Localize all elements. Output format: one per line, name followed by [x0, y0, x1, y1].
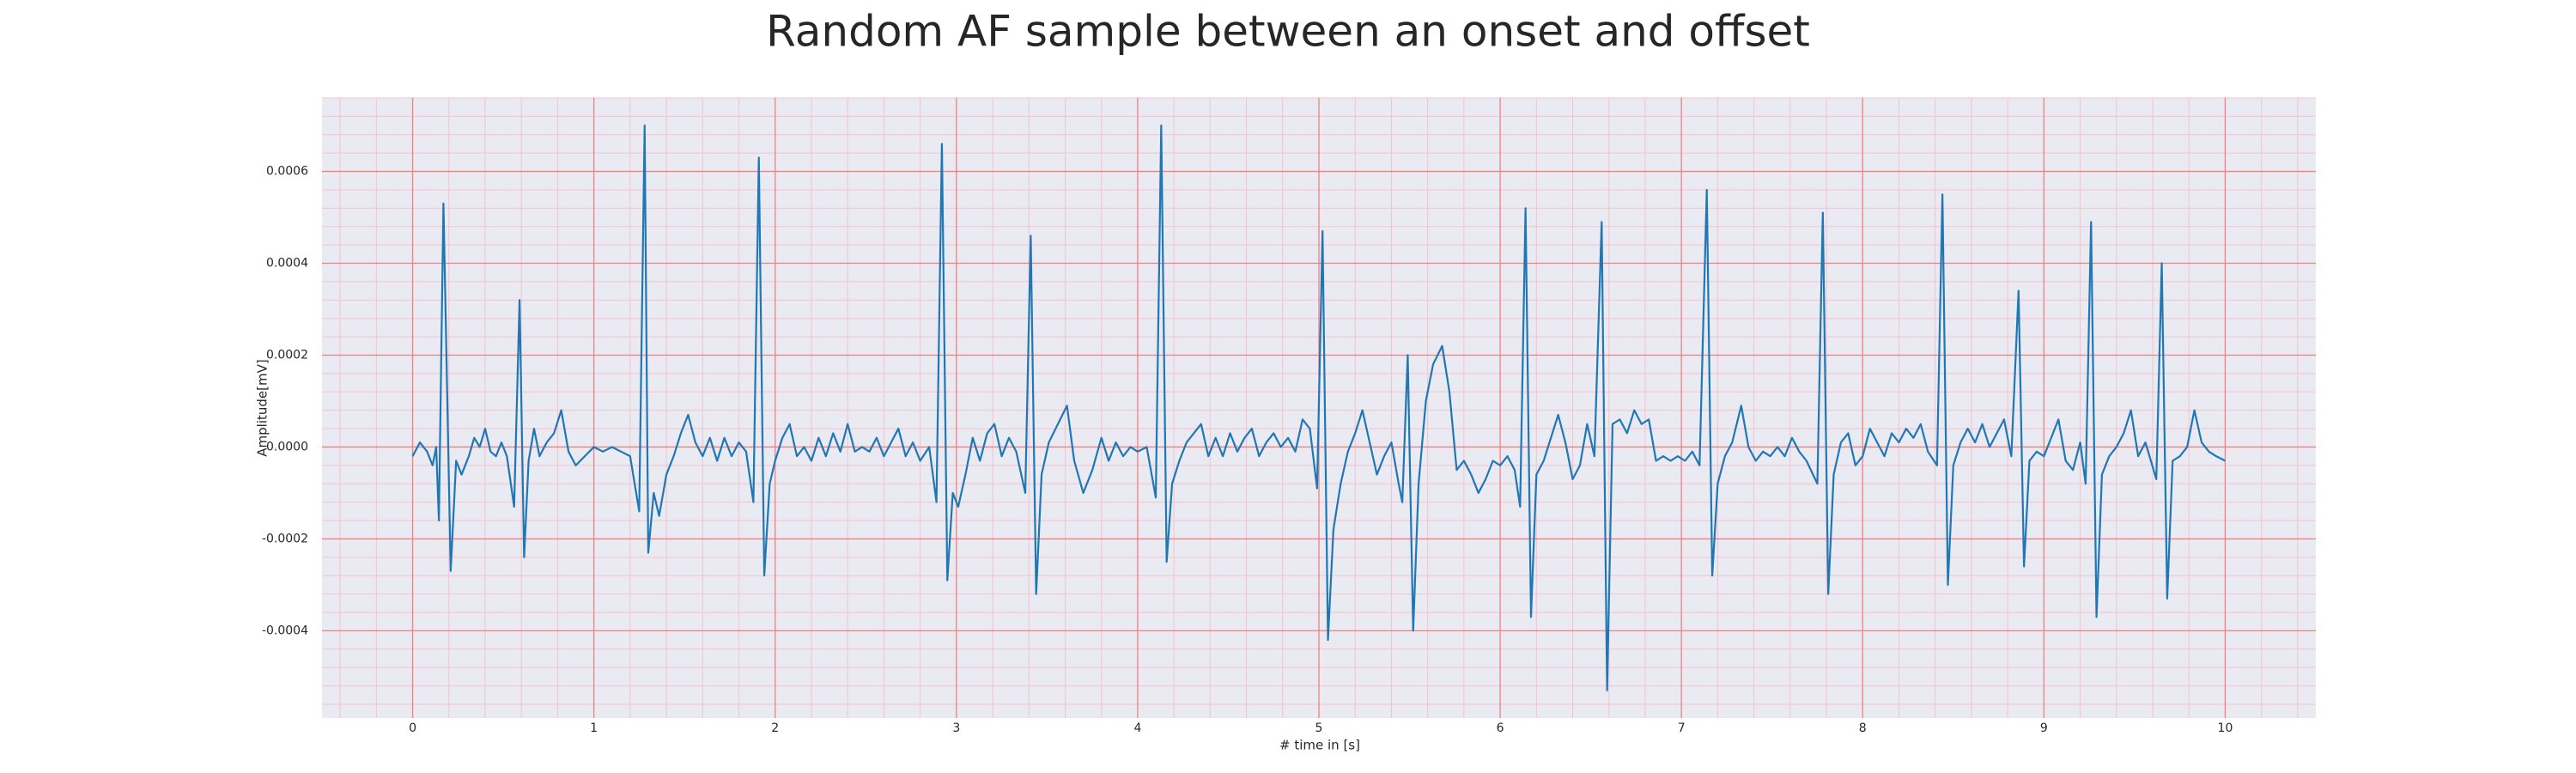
x-tick-label: 2 — [771, 721, 779, 735]
y-tick-label: -0.0004 — [262, 624, 308, 637]
y-tick-label: -0.0002 — [262, 532, 308, 545]
x-tick-label: 1 — [590, 721, 598, 735]
x-tick-label: 3 — [952, 721, 960, 735]
y-tick-label: 0.0006 — [266, 165, 308, 179]
x-tick-label: 6 — [1497, 721, 1504, 735]
chart-title: Random AF sample between an onset and of… — [766, 7, 1810, 57]
x-tick-label: 0 — [409, 721, 416, 735]
y-tick-label: 0.0004 — [266, 257, 308, 271]
x-tick-label: 10 — [2218, 721, 2233, 735]
x-axis-label: # time in [s] — [1279, 738, 1360, 753]
y-axis-label: Amplitude[mV] — [255, 359, 270, 456]
x-tick-label: 8 — [1859, 721, 1867, 735]
x-tick-label: 5 — [1315, 721, 1323, 735]
x-tick-label: 4 — [1133, 721, 1141, 735]
y-tick-label: 0.0002 — [266, 348, 308, 362]
x-tick-label: 7 — [1678, 721, 1686, 735]
signal-line — [411, 124, 2226, 692]
x-tick-label: 9 — [2040, 721, 2048, 735]
y-tick-label: 0.0000 — [266, 440, 308, 453]
